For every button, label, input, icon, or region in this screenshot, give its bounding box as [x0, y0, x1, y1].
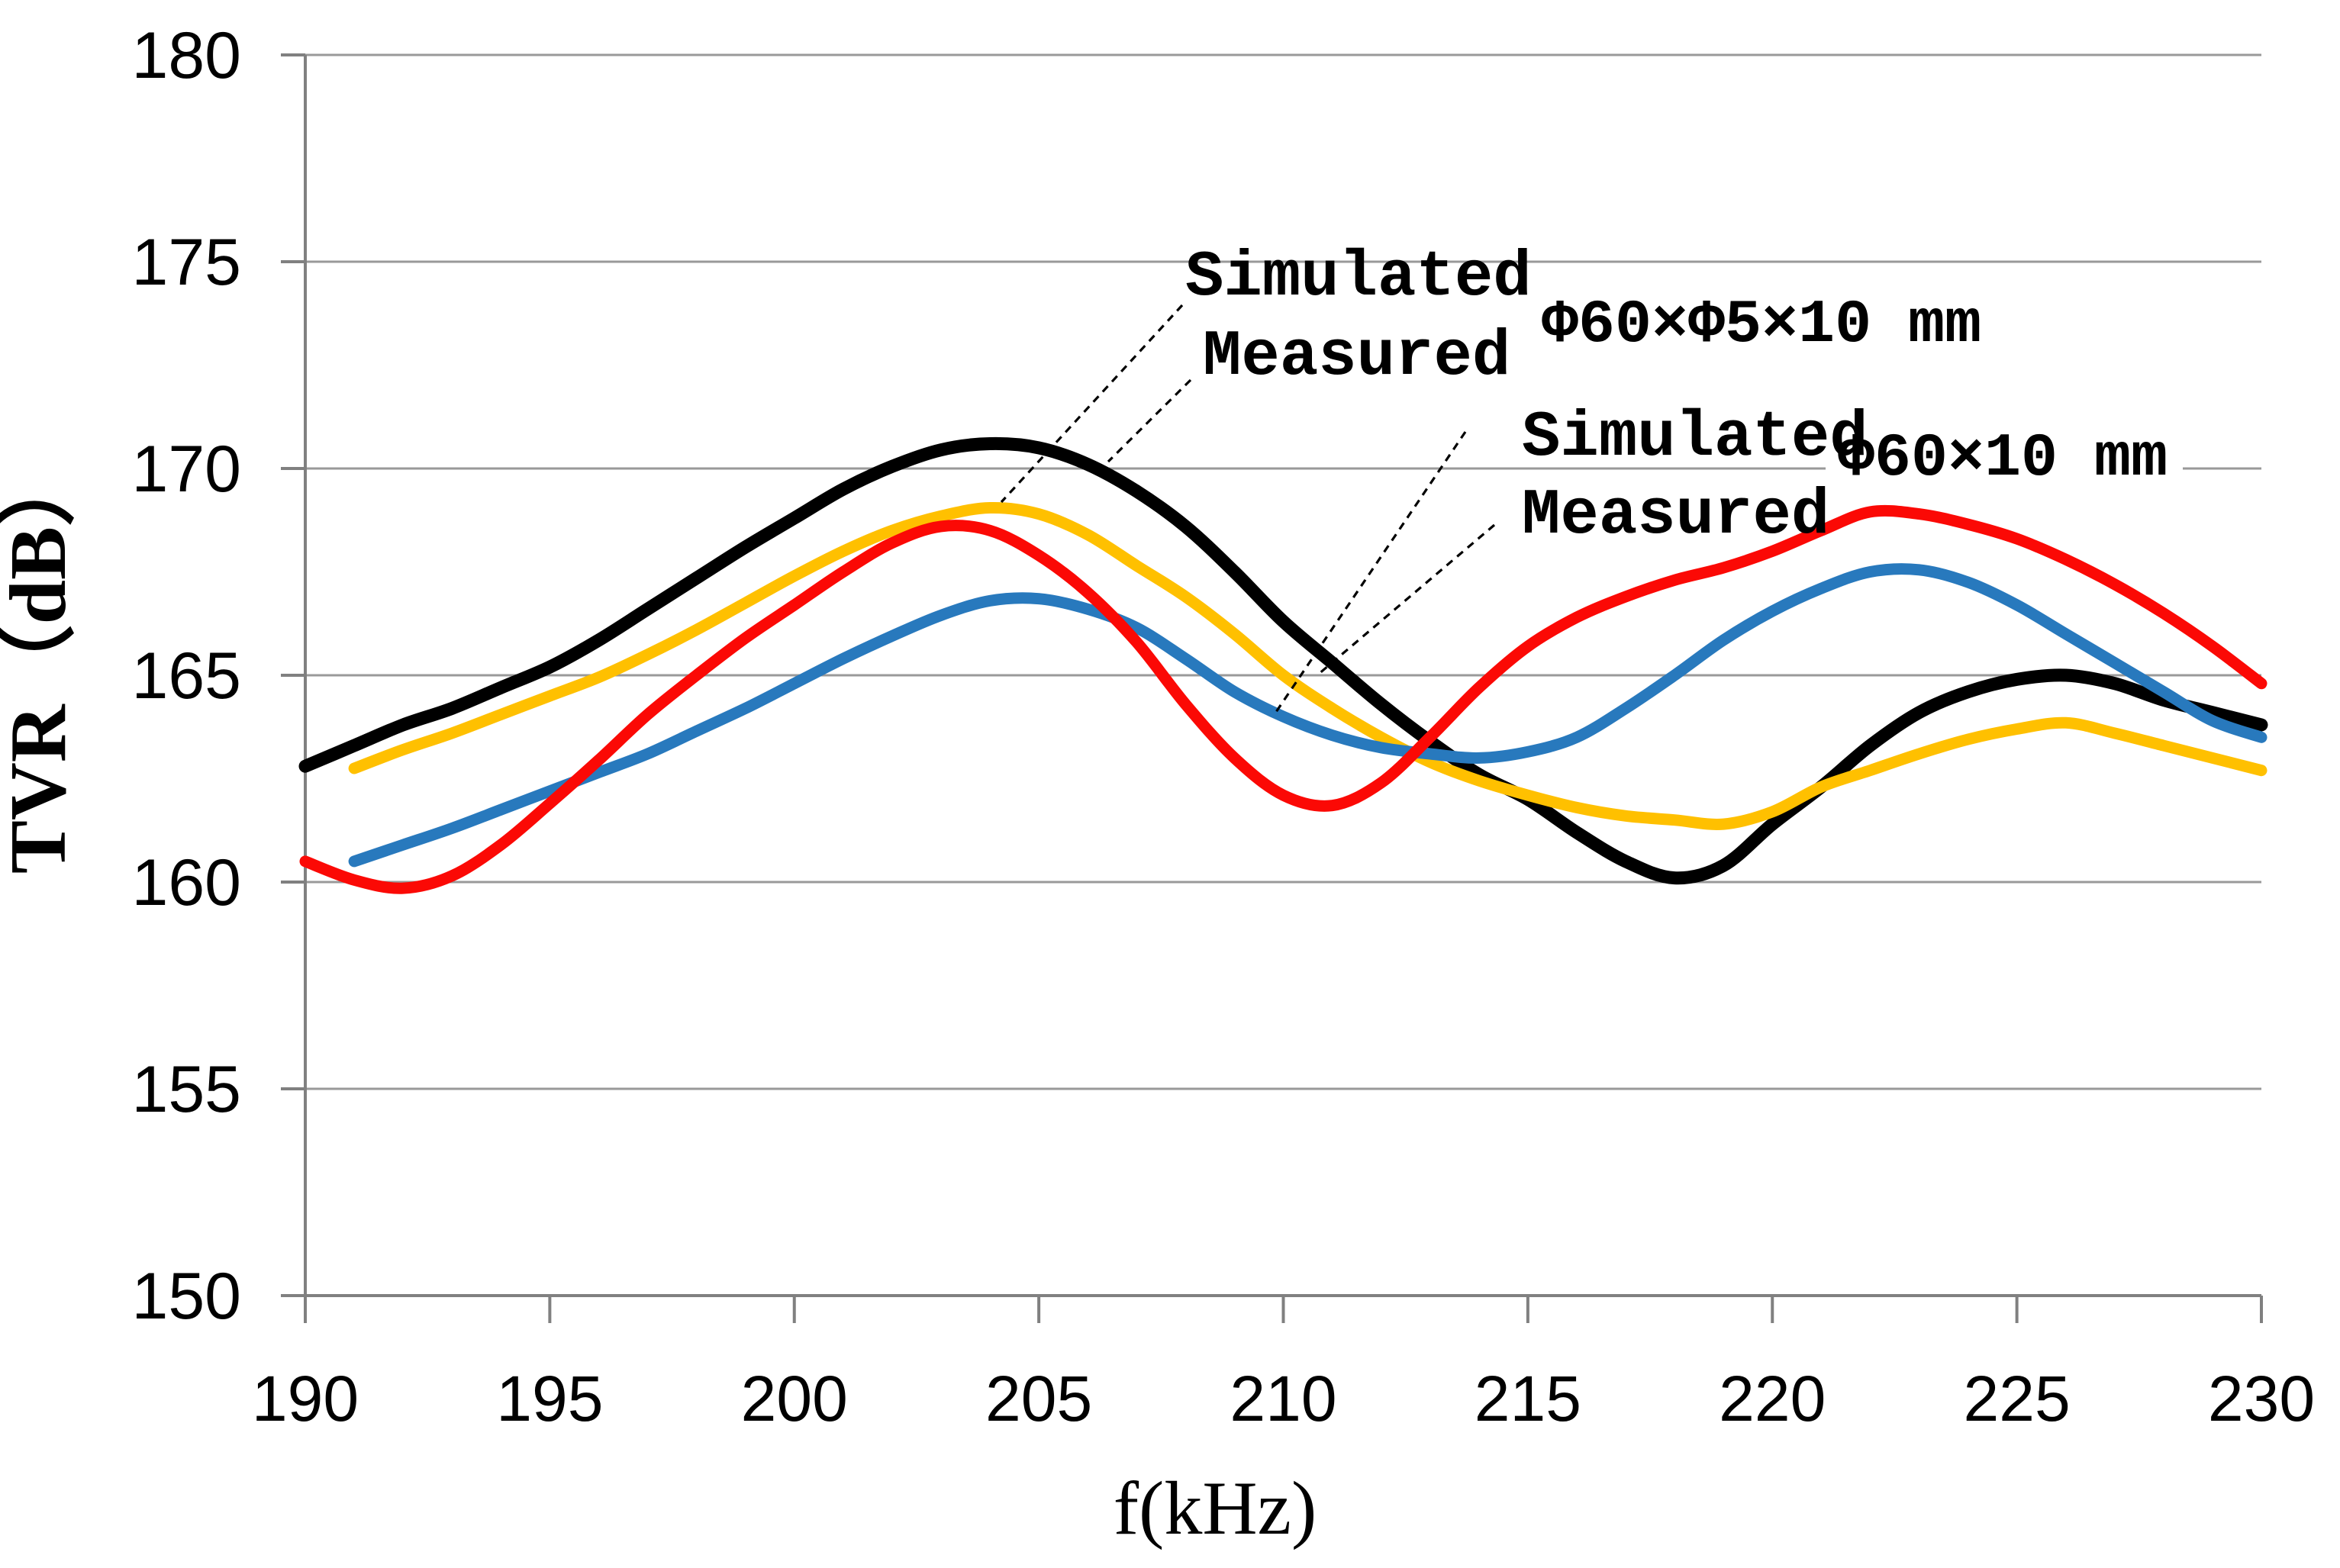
- annotation-measured-2: Measured: [1522, 480, 1829, 552]
- annotation-size-label-1: Φ60×Φ5×10 mm: [1542, 291, 1981, 360]
- data-curves: [298, 436, 2268, 894]
- y-axis-title: TVR（dB）: [0, 446, 82, 874]
- x-tick-label-210: 210: [1230, 1363, 1336, 1434]
- x-axis-title: f(kHz): [1114, 1466, 1317, 1550]
- y-tick-label-165: 165: [132, 639, 242, 713]
- annotation-size-label-2: Φ60×10 mm: [1838, 424, 2168, 494]
- y-tick-label-155: 155: [132, 1053, 242, 1126]
- y-tick-label-170: 170: [132, 433, 242, 506]
- x-tick-label-200: 200: [741, 1363, 848, 1434]
- x-tick-label-220: 220: [1719, 1363, 1826, 1434]
- curve-measured-60-5-10-mm: [348, 501, 2267, 830]
- curve-simulated-60-10-mm: [348, 563, 2267, 868]
- x-tick-labels: 190 195 200 205 210 215 220 225 230: [252, 1363, 2315, 1434]
- leader-line-simulated-1: [1000, 304, 1184, 504]
- y-tick-label-160: 160: [132, 846, 242, 919]
- y-tick-labels: 150 155 160 165 170 175 180: [132, 19, 242, 1333]
- annotation-simulated-2: Simulated: [1522, 402, 1868, 475]
- x-tick-label-215: 215: [1475, 1363, 1581, 1434]
- x-tick-label-230: 230: [2208, 1363, 2315, 1434]
- leader-lines: [1000, 304, 1496, 713]
- leader-line-measured-2: [1317, 523, 1496, 676]
- curve-annotations: Simulated Measured Φ60×Φ5×10 mm Simulate…: [1185, 242, 2168, 552]
- axis-ticks: [281, 53, 2263, 1323]
- x-tick-label-195: 195: [496, 1363, 603, 1434]
- annotation-simulated-1: Simulated: [1185, 242, 1532, 314]
- leader-line-measured-1: [1107, 378, 1192, 463]
- gridlines: [305, 53, 2261, 1090]
- x-tick-label-205: 205: [985, 1363, 1092, 1434]
- y-tick-label-150: 150: [132, 1260, 242, 1333]
- curve-simulated-60-5-10-mm: [298, 436, 2268, 885]
- size-label-2-backdrop: [1826, 426, 2183, 487]
- x-tick-label-225: 225: [1964, 1363, 2071, 1434]
- y-tick-label-180: 180: [132, 19, 242, 92]
- y-tick-label-175: 175: [132, 226, 242, 299]
- x-tick-label-190: 190: [252, 1363, 359, 1434]
- annotation-measured-1: Measured: [1203, 321, 1510, 394]
- leader-line-simulated-2: [1275, 431, 1467, 713]
- curve-measured-60-10-mm: [299, 504, 2267, 894]
